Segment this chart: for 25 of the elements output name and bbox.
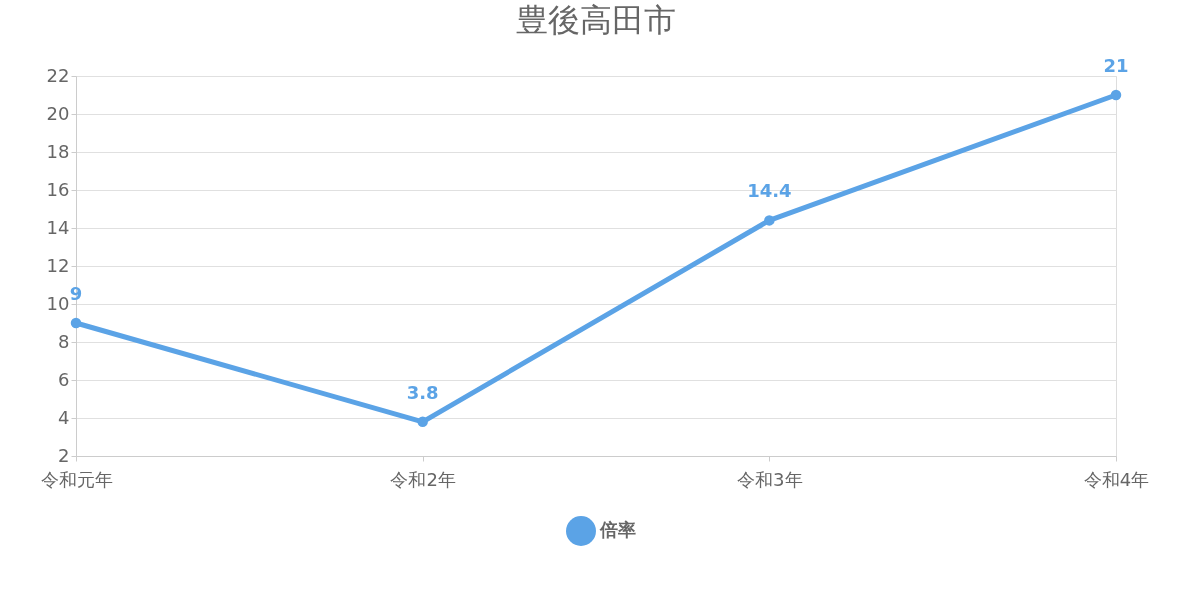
y-tick-label: 8 [58,330,70,352]
data-label: 3.8 [406,381,439,403]
y-tick-label: 2 [58,444,70,466]
y-tick-label: 14 [46,216,70,238]
legend-label: 倍率 [599,519,636,540]
chart-title: 豊後高田市 [516,1,676,39]
x-tick-label: 令和4年 [1083,468,1150,490]
y-tick-label: 22 [46,64,70,86]
point [764,215,775,226]
y-tick-label: 4 [58,406,70,428]
y-tick-label: 16 [46,178,70,200]
x-tick-label: 令和2年 [390,468,456,490]
point [1110,89,1122,101]
point [70,317,82,329]
y-tick-label: 6 [58,368,70,390]
y-tick-label: 20 [46,102,70,124]
data-label: 21 [1103,55,1129,76]
x-tick-label: 令和元年 [40,468,113,490]
data-label: 9 [69,283,83,304]
x-tick-label: 令和3年 [737,468,803,490]
y-tick-label: 12 [46,254,70,276]
point [417,416,428,428]
data-label: 14.4 [747,180,792,202]
y-tick-label: 10 [46,292,70,314]
y-tick-label: 18 [46,140,70,162]
